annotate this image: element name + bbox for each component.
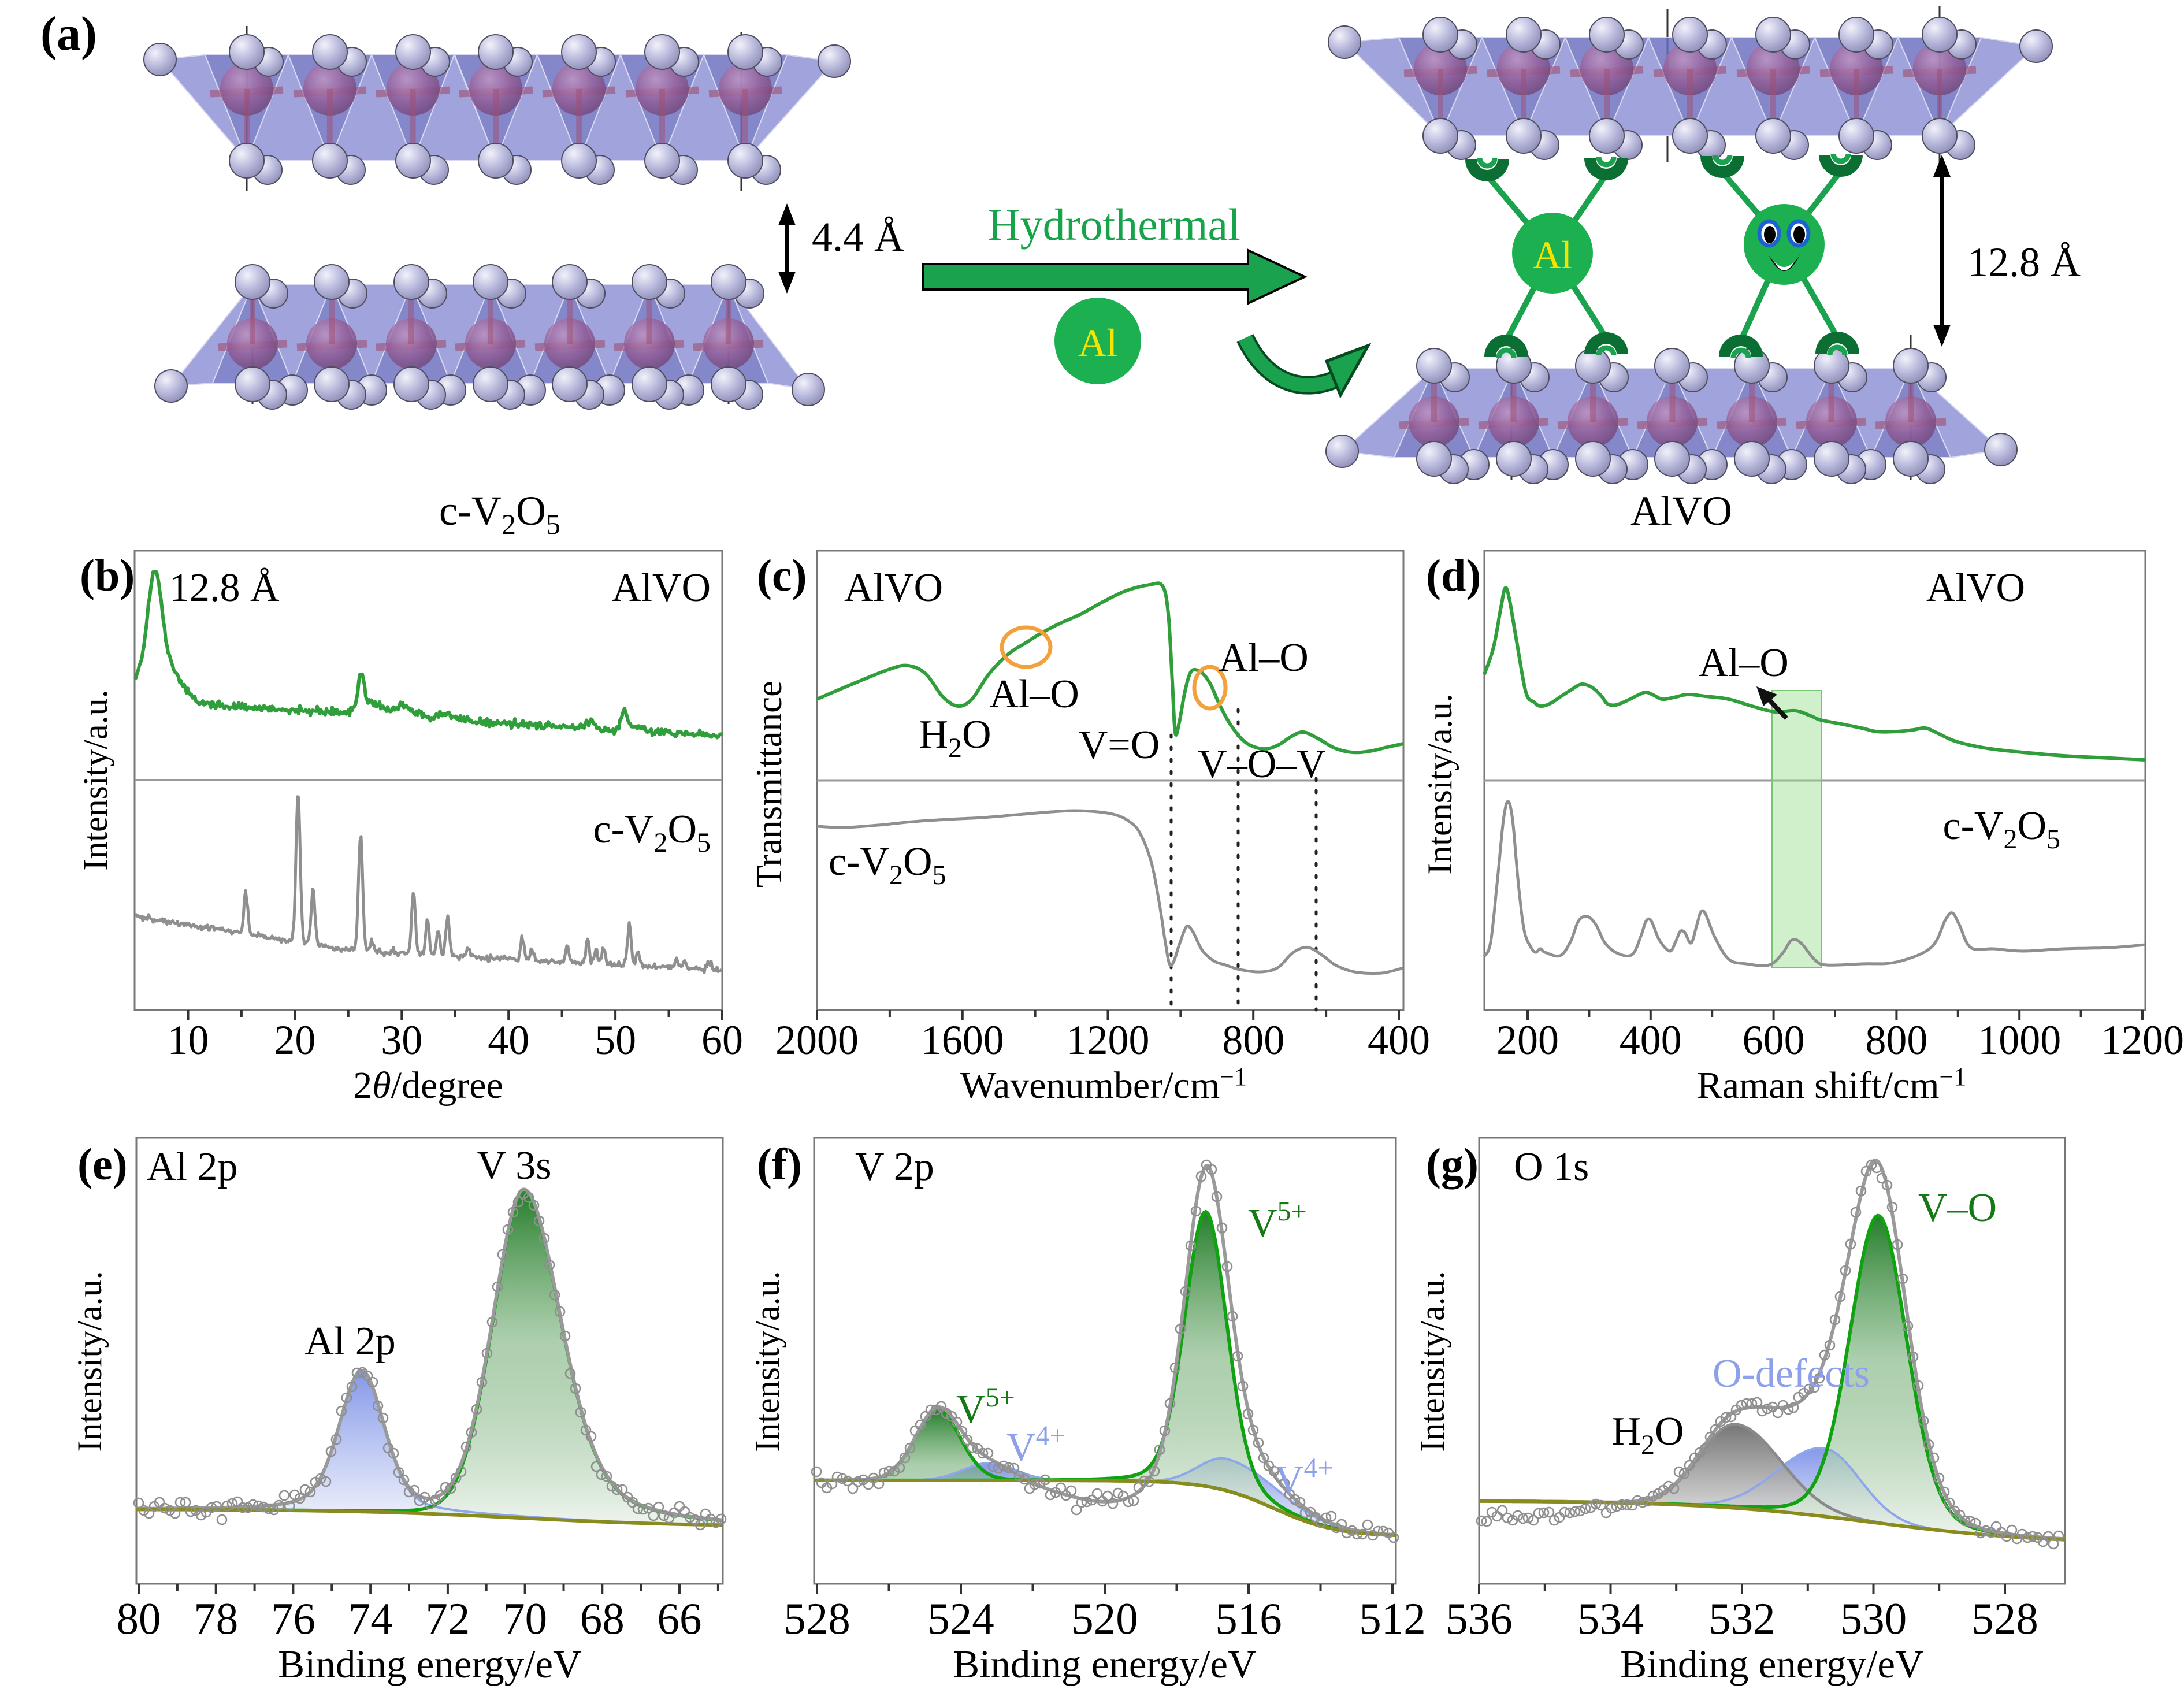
svg-text:O 1s: O 1s [1514, 1145, 1589, 1189]
svg-text:600: 600 [1743, 1017, 1805, 1063]
svg-text:Intensity/a.u.: Intensity/a.u. [1413, 1271, 1451, 1452]
svg-text:Binding energy/eV: Binding energy/eV [1620, 1642, 1924, 1686]
svg-text:516: 516 [1215, 1594, 1282, 1643]
svg-text:H2O: H2O [1611, 1409, 1684, 1460]
svg-text:400: 400 [1368, 1017, 1430, 1063]
svg-text:(g): (g) [1426, 1139, 1479, 1189]
svg-text:12.8 Å: 12.8 Å [169, 566, 280, 610]
svg-text:2θ/degree: 2θ/degree [353, 1064, 503, 1107]
svg-text:O-defects: O-defects [1713, 1352, 1870, 1396]
svg-text:Hydrothermal: Hydrothermal [987, 199, 1240, 250]
svg-text:78: 78 [194, 1594, 238, 1643]
svg-text:530: 530 [1840, 1594, 1907, 1643]
svg-text:V–O–V: V–O–V [1198, 742, 1326, 786]
svg-text:532: 532 [1708, 1594, 1776, 1643]
svg-text:1600: 1600 [921, 1017, 1004, 1063]
svg-text:Binding energy/eV: Binding energy/eV [953, 1642, 1257, 1686]
svg-text:536: 536 [1446, 1594, 1513, 1643]
svg-text:68: 68 [580, 1594, 625, 1643]
svg-text:72: 72 [425, 1594, 470, 1643]
svg-text:Al: Al [1078, 321, 1117, 365]
svg-text:V4+: V4+ [1275, 1453, 1334, 1502]
svg-text:c-V2O5: c-V2O5 [1943, 804, 2061, 855]
svg-text:(d): (d) [1426, 550, 1481, 600]
svg-text:10: 10 [168, 1017, 209, 1063]
svg-text:Al–O: Al–O [989, 672, 1079, 717]
svg-text:524: 524 [927, 1594, 994, 1643]
svg-text:c-V2O5: c-V2O5 [439, 488, 560, 540]
svg-text:H2O: H2O [919, 712, 991, 763]
svg-text:Intensity/a.u.: Intensity/a.u. [76, 689, 114, 870]
svg-text:4.4 Å: 4.4 Å [812, 214, 904, 260]
svg-text:c-V2O5: c-V2O5 [829, 840, 946, 890]
svg-text:(f): (f) [757, 1139, 802, 1189]
svg-text:Transmittance: Transmittance [749, 681, 789, 888]
svg-text:V4+: V4+ [1006, 1420, 1065, 1470]
svg-text:528: 528 [783, 1594, 850, 1643]
svg-text:50: 50 [595, 1017, 636, 1063]
svg-text:520: 520 [1071, 1594, 1138, 1643]
svg-text:528: 528 [1971, 1594, 2038, 1643]
svg-text:c-V2O5: c-V2O5 [593, 807, 711, 858]
svg-text:400: 400 [1620, 1017, 1682, 1063]
svg-text:80: 80 [117, 1594, 161, 1643]
svg-text:V 2p: V 2p [855, 1145, 934, 1189]
svg-text:Raman shift/cm−1: Raman shift/cm−1 [1697, 1063, 1967, 1107]
svg-text:66: 66 [658, 1594, 702, 1643]
svg-text:40: 40 [488, 1017, 529, 1063]
svg-text:12.8 Å: 12.8 Å [1967, 239, 2081, 285]
svg-text:74: 74 [348, 1594, 393, 1643]
svg-text:Binding energy/eV: Binding energy/eV [278, 1642, 582, 1686]
svg-text:534: 534 [1577, 1594, 1644, 1643]
svg-text:V 3s: V 3s [477, 1144, 551, 1188]
svg-text:V5+: V5+ [1248, 1196, 1307, 1246]
svg-text:(e): (e) [77, 1139, 128, 1189]
svg-text:Al 2p: Al 2p [304, 1319, 396, 1364]
svg-text:1200: 1200 [1067, 1017, 1150, 1063]
svg-text:Intensity/a.u.: Intensity/a.u. [748, 1271, 786, 1452]
svg-text:76: 76 [271, 1594, 315, 1643]
svg-text:70: 70 [503, 1594, 547, 1643]
svg-text:V–O: V–O [1918, 1186, 1997, 1230]
svg-text:AlVO: AlVO [1926, 566, 2025, 610]
svg-text:1200: 1200 [2101, 1017, 2184, 1063]
svg-text:30: 30 [381, 1017, 422, 1063]
svg-text:(a): (a) [40, 7, 97, 61]
svg-text:Intensity/a.u.: Intensity/a.u. [70, 1271, 109, 1452]
svg-text:Al: Al [1533, 233, 1572, 277]
svg-text:60: 60 [701, 1017, 743, 1063]
svg-text:200: 200 [1496, 1017, 1559, 1063]
svg-text:Al–O: Al–O [1699, 641, 1789, 685]
svg-text:Al–O: Al–O [1219, 636, 1309, 680]
svg-text:800: 800 [1222, 1017, 1284, 1063]
svg-text:Wavenumber/cm−1: Wavenumber/cm−1 [960, 1063, 1247, 1107]
svg-text:AlVO: AlVO [1630, 488, 1732, 534]
svg-text:20: 20 [274, 1017, 315, 1063]
svg-text:512: 512 [1359, 1594, 1426, 1643]
svg-text:(c): (c) [757, 550, 807, 600]
svg-text:(b): (b) [80, 550, 135, 600]
svg-text:V=O: V=O [1079, 723, 1160, 767]
svg-text:AlVO: AlVO [844, 566, 943, 610]
svg-text:1000: 1000 [1978, 1017, 2061, 1063]
svg-text:AlVO: AlVO [612, 566, 711, 610]
svg-text:Al 2p: Al 2p [147, 1145, 238, 1189]
svg-text:2000: 2000 [775, 1017, 859, 1063]
svg-text:800: 800 [1865, 1017, 1927, 1063]
svg-text:Intensity/a.u.: Intensity/a.u. [1421, 693, 1459, 874]
svg-text:V5+: V5+ [956, 1382, 1015, 1432]
